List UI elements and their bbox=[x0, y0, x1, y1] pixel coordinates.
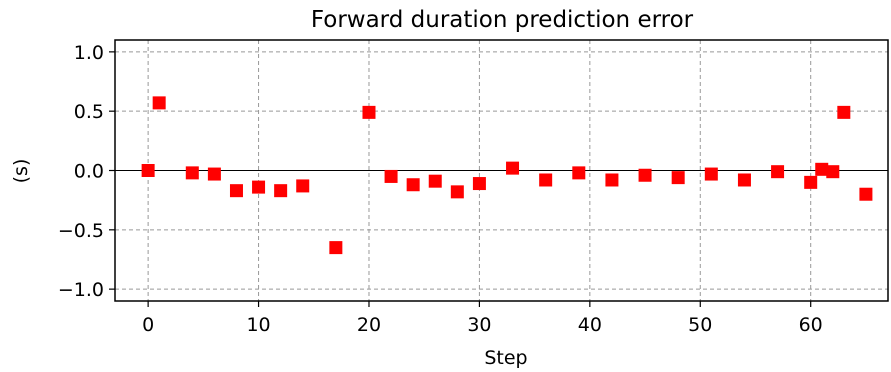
data-point bbox=[737, 173, 751, 187]
data-point bbox=[428, 174, 442, 188]
data-point bbox=[804, 175, 818, 189]
data-point bbox=[671, 171, 685, 185]
data-point bbox=[450, 185, 464, 199]
y-tick-label: 0.5 bbox=[74, 101, 104, 123]
y-tick-label: 1.0 bbox=[74, 42, 104, 64]
data-point bbox=[152, 96, 166, 110]
x-tick-label: 40 bbox=[578, 314, 602, 336]
data-point bbox=[296, 179, 310, 193]
data-point bbox=[506, 161, 520, 175]
y-axis-label: (s) bbox=[10, 159, 32, 184]
x-axis-label: Step bbox=[484, 347, 527, 369]
data-point bbox=[826, 165, 840, 179]
data-point bbox=[406, 178, 420, 192]
data-points bbox=[141, 96, 873, 255]
data-point bbox=[771, 165, 785, 179]
data-point bbox=[472, 177, 486, 191]
data-point bbox=[252, 180, 266, 194]
data-point bbox=[815, 162, 829, 176]
x-tick-label: 50 bbox=[688, 314, 712, 336]
y-tick-label: −0.5 bbox=[58, 220, 104, 242]
data-point bbox=[329, 241, 343, 255]
grid bbox=[115, 40, 888, 301]
data-point bbox=[229, 184, 243, 198]
data-point bbox=[572, 166, 586, 180]
data-point bbox=[207, 167, 221, 181]
data-point bbox=[704, 167, 718, 181]
x-tick-label: 10 bbox=[246, 314, 270, 336]
data-point bbox=[141, 164, 155, 177]
y-axis-ticks: 1.0 0.5 0.0 −0.5 −1.0 bbox=[58, 42, 115, 301]
x-tick-label: 0 bbox=[142, 314, 154, 336]
y-tick-label: −1.0 bbox=[58, 279, 104, 301]
data-point bbox=[362, 105, 376, 119]
chart-title: Forward duration prediction error bbox=[311, 7, 694, 33]
y-tick-label: 0.0 bbox=[74, 161, 104, 183]
data-point bbox=[859, 187, 873, 201]
data-point bbox=[605, 173, 619, 187]
x-tick-label: 30 bbox=[467, 314, 491, 336]
data-point bbox=[274, 184, 288, 198]
x-tick-label: 60 bbox=[799, 314, 823, 336]
data-point bbox=[837, 105, 851, 119]
data-point bbox=[638, 168, 652, 182]
data-point bbox=[384, 169, 398, 183]
x-tick-label: 20 bbox=[357, 314, 381, 336]
data-point bbox=[539, 173, 553, 187]
x-axis-ticks: 0 10 20 30 40 50 60 bbox=[142, 301, 823, 336]
data-point bbox=[185, 166, 199, 180]
